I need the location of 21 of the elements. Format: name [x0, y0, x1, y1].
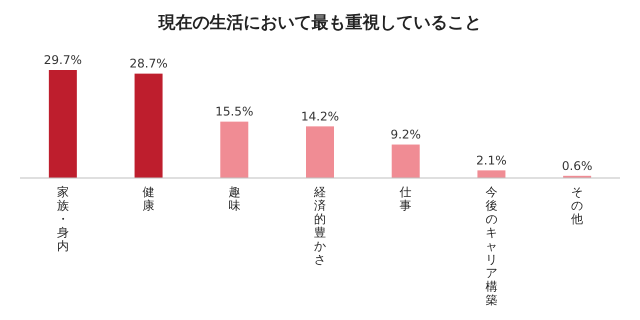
x-tick-label: 仕事 [398, 185, 412, 212]
data-label: 14.2% [300, 109, 340, 124]
x-tick-label: 健康 [142, 185, 155, 212]
bar [220, 122, 248, 178]
bar [306, 126, 334, 178]
bar [134, 74, 163, 178]
data-label: 2.1% [476, 153, 507, 168]
x-tick-label: 趣味 [228, 185, 240, 212]
x-tick-label: 家族・身内 [56, 185, 69, 253]
x-tick-label: 経済的豊かさ [313, 185, 326, 266]
category-label: 今後のキャリア構築 [485, 185, 498, 307]
data-label: 9.2% [390, 128, 421, 142]
data-label: 28.7% [130, 56, 168, 71]
bar [48, 70, 77, 178]
bar [477, 170, 506, 178]
x-tick-label: その他 [571, 185, 584, 226]
data-label: 29.7% [44, 53, 82, 67]
data-label: 0.6% [562, 158, 592, 173]
data-label: 15.5% [215, 104, 254, 119]
chart-title: 現在の生活において最も重視していること [158, 13, 482, 33]
bar [392, 144, 420, 178]
